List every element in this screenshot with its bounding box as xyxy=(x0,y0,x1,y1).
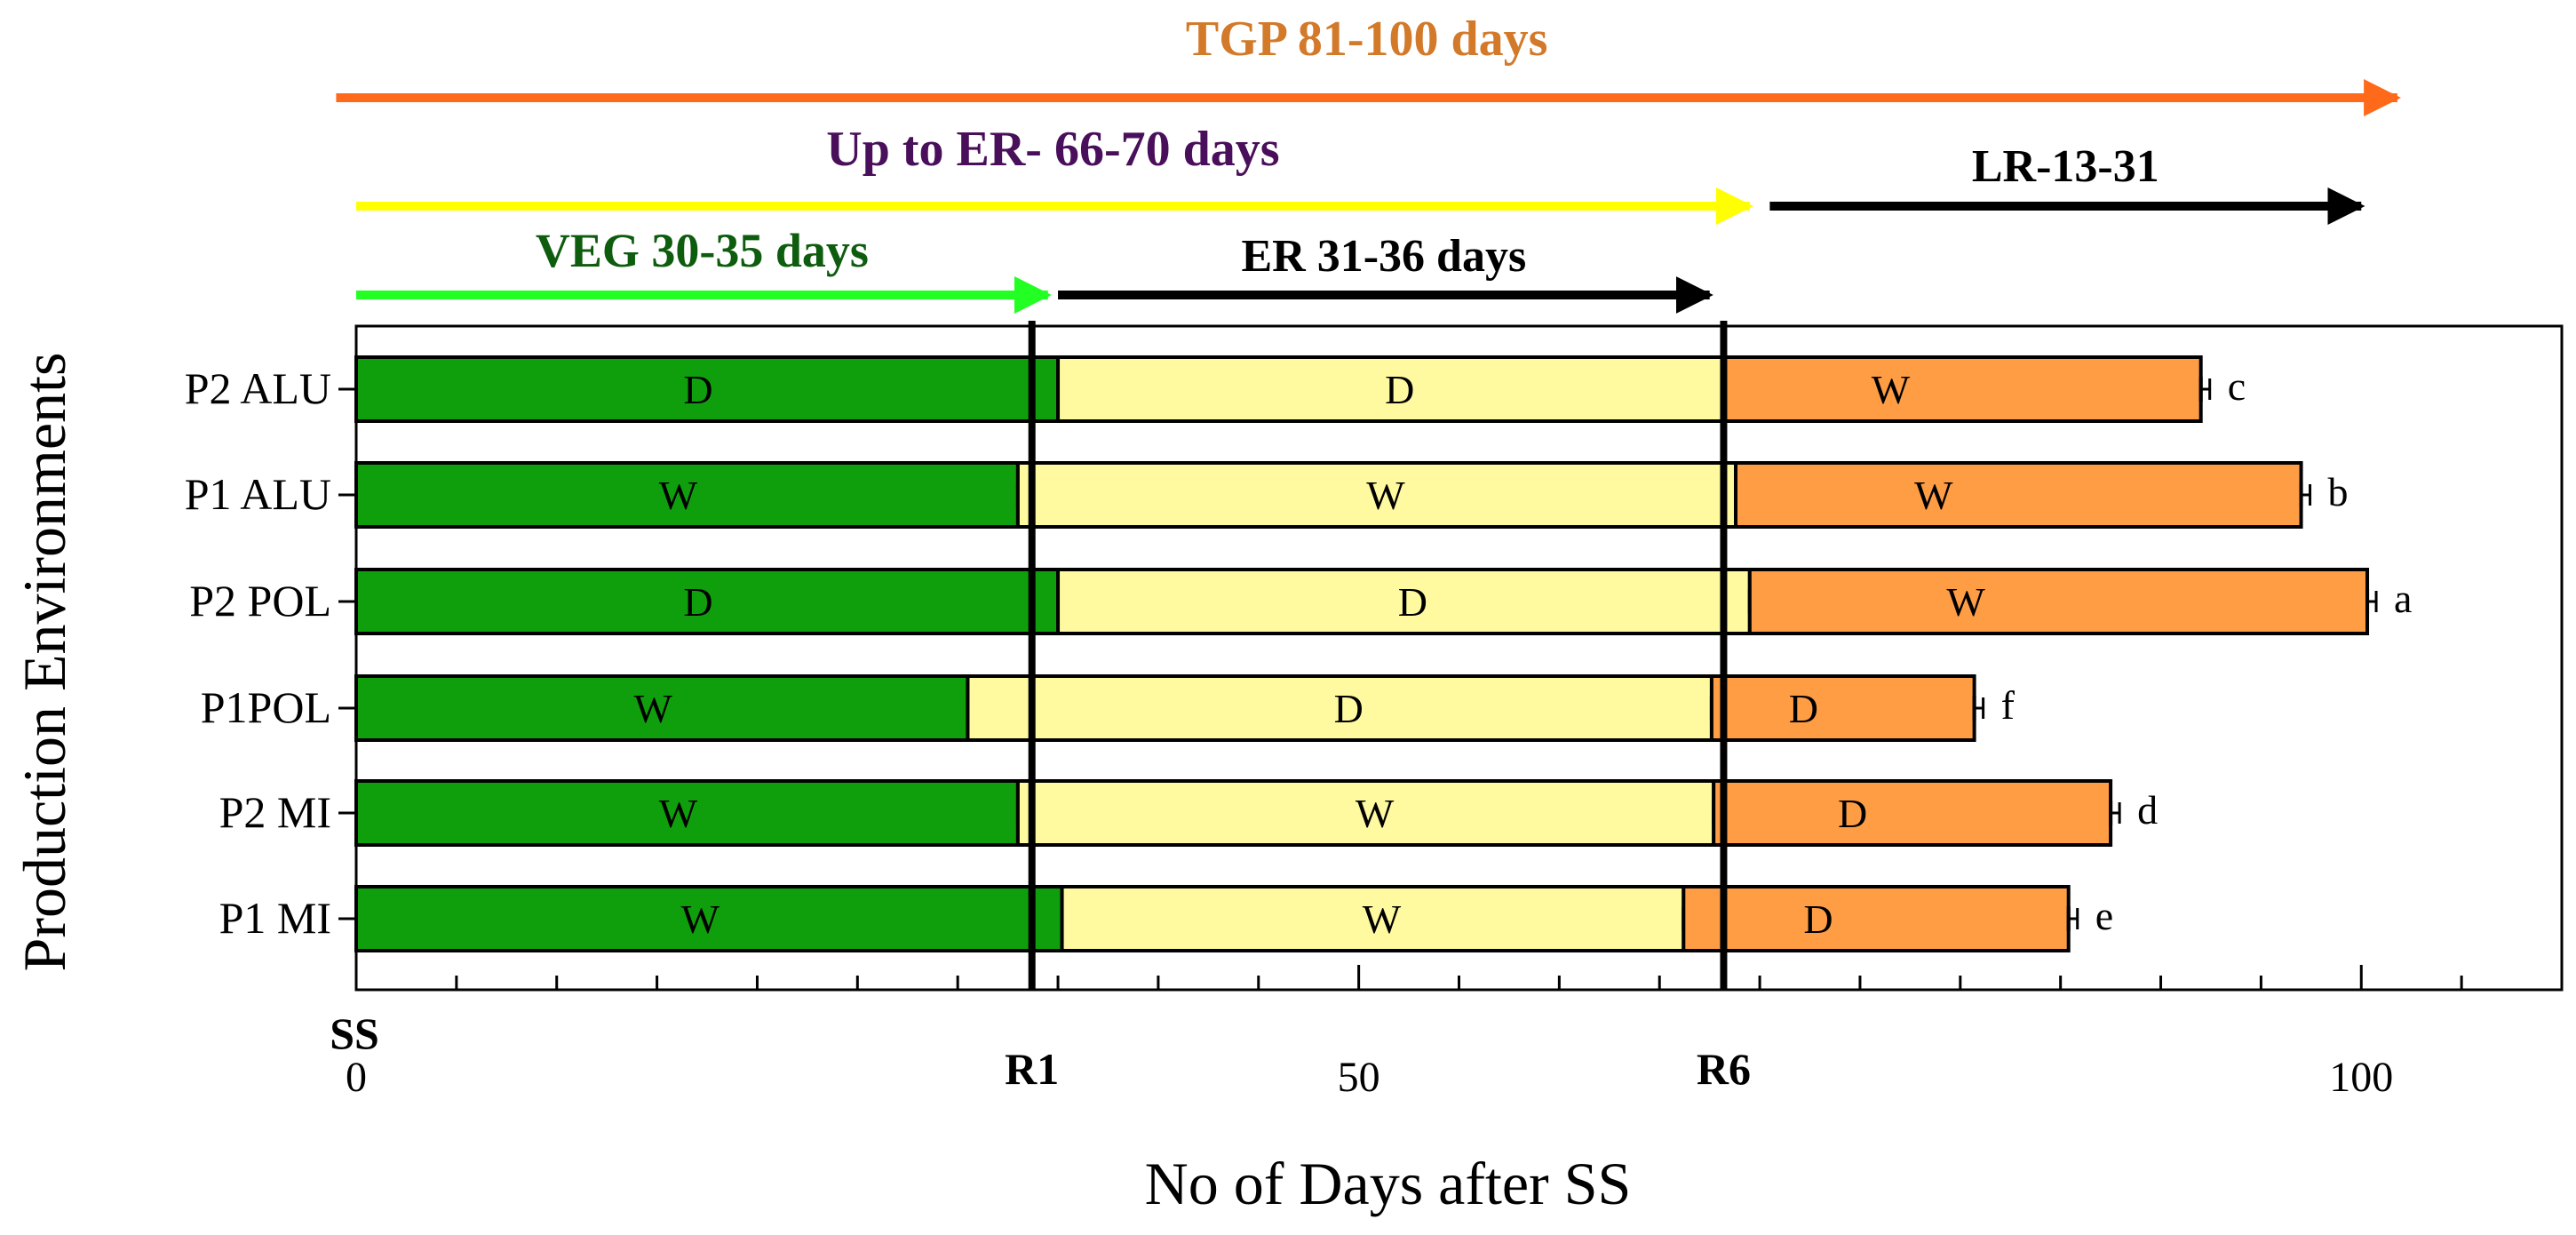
bar-veg xyxy=(354,674,970,742)
bar-label: W xyxy=(1363,896,1402,942)
bar-er xyxy=(1015,779,1716,847)
significance-letter: a xyxy=(2394,576,2412,621)
bar-er xyxy=(1056,355,1726,423)
phase-arrow-label: VEG 30-35 days xyxy=(536,224,869,277)
significance-letter: b xyxy=(2328,469,2349,514)
significance-letter: c xyxy=(2228,363,2246,409)
bar-label: D xyxy=(1334,686,1364,731)
phase-arrow-label: TGP 81-100 days xyxy=(1186,12,1548,67)
significance-letter: f xyxy=(2001,682,2015,728)
bar-label: W xyxy=(1914,473,1953,518)
bar-label: D xyxy=(1398,579,1427,625)
significance-letter: d xyxy=(2137,787,2158,833)
y-tick-label: P1 MI xyxy=(219,893,331,943)
stage-line-label: R6 xyxy=(1697,1044,1751,1094)
x-tick-label: 50 xyxy=(1338,1054,1380,1101)
y-tick-label: P2 ALU xyxy=(185,363,331,413)
bar-label: W xyxy=(634,686,673,731)
bar-label: D xyxy=(683,579,712,625)
y-tick-label: P2 MI xyxy=(219,787,331,837)
bar-label: D xyxy=(1838,791,1867,836)
bar-label: W xyxy=(659,791,698,836)
bar-label: W xyxy=(1946,579,1985,625)
phase-arrow-label: ER 31-36 days xyxy=(1241,231,1526,282)
bar-label: D xyxy=(1803,896,1833,942)
bar-lr xyxy=(1712,779,2113,847)
bar-lr xyxy=(1709,674,1976,742)
bar-label: D xyxy=(1789,686,1818,731)
bar-label: W xyxy=(1366,473,1405,518)
origin-label: SS xyxy=(330,1008,379,1058)
bar-label: W xyxy=(1872,367,1911,412)
bar-label: D xyxy=(683,367,712,412)
bar-lr xyxy=(1747,568,2370,635)
stage-line-label: R1 xyxy=(1005,1044,1059,1094)
bar-label: W xyxy=(681,896,720,942)
significance-letter: e xyxy=(2095,893,2113,938)
bar-label: D xyxy=(1385,367,1414,412)
bar-er xyxy=(1060,885,1686,952)
bar-er xyxy=(1015,461,1738,529)
phase-arrow-label: Up to ER- 66-70 days xyxy=(826,122,1279,177)
y-tick-label: P1POL xyxy=(201,682,331,732)
y-tick-label: P1 ALU xyxy=(185,469,331,519)
y-axis-title: Production Environments xyxy=(11,353,78,972)
phase-arrow-label: LR-13-31 xyxy=(1972,141,2159,192)
y-tick-label: P2 POL xyxy=(189,576,331,625)
bar-lr xyxy=(1721,355,2203,423)
bar-label: W xyxy=(659,473,698,518)
bar-lr xyxy=(1734,461,2303,529)
bar-label: W xyxy=(1356,791,1395,836)
x-tick-label: 0 xyxy=(346,1054,367,1101)
bar-lr xyxy=(1682,885,2071,952)
x-tick-label: 100 xyxy=(2329,1054,2393,1101)
x-axis-title: No of Days after SS xyxy=(1145,1150,1632,1217)
